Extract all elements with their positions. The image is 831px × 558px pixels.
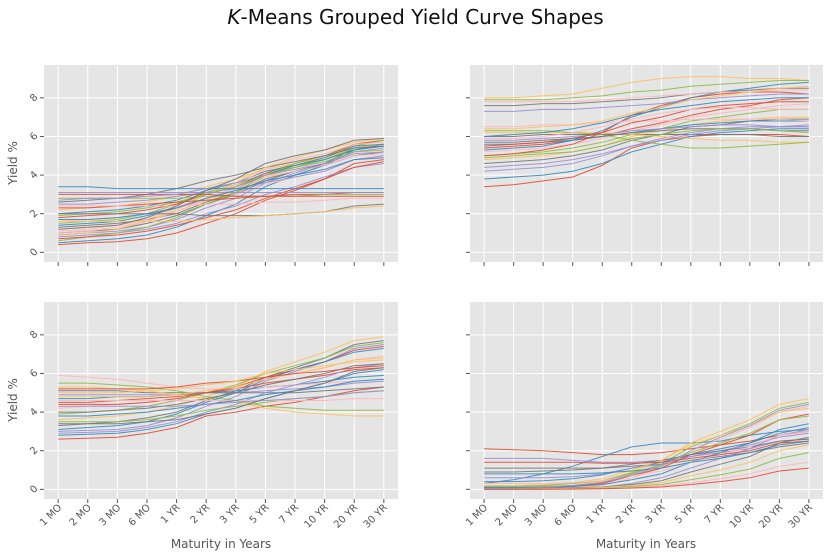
series-line — [58, 378, 384, 417]
xtick-label: 30 YR — [787, 502, 815, 530]
ylabel-top: Yield % — [6, 141, 20, 186]
ylabel-bottom: Yield % — [6, 378, 20, 423]
subplot-bottom-left: 0 2 4 6 8 1 MO 2 MO 3 MO 6 MO 1 YR 2 YR 3 YR 5 YR 7 Y… — [28, 302, 398, 531]
ytick-label: 8 — [28, 329, 40, 341]
series-line — [58, 386, 384, 394]
series-line — [484, 128, 809, 180]
series-line — [484, 126, 809, 168]
series-line — [484, 97, 809, 137]
series-line — [58, 161, 384, 240]
series-line — [484, 403, 809, 489]
series-line — [484, 440, 809, 464]
figure-title: K-Means Grouped Yield Curve Shapes — [227, 5, 603, 29]
xtick-label: 6 MO — [127, 502, 153, 528]
xtick-label: 5 YR — [248, 502, 272, 526]
series-line — [484, 87, 809, 107]
xtick-label: 7 YR — [703, 502, 727, 526]
series-line — [484, 124, 809, 141]
xtick-label: 1 MO — [464, 502, 490, 528]
series-line — [484, 432, 809, 479]
xtick-label: 3 YR — [218, 502, 242, 526]
series-line — [484, 430, 809, 456]
ytick-label: 6 — [28, 368, 40, 380]
xtick-label: 3 YR — [644, 502, 668, 526]
xtick-label: 1 MO — [38, 502, 64, 528]
series-line — [58, 347, 384, 430]
xtick-label: 20 YR — [332, 502, 360, 530]
series-line — [58, 357, 384, 398]
xtick-label: 20 YR — [757, 502, 785, 530]
series-line — [58, 398, 384, 401]
series-line — [484, 118, 809, 128]
ytick-label: 4 — [28, 406, 40, 418]
series-line — [58, 157, 384, 220]
series-line — [484, 101, 809, 147]
series-line — [58, 365, 384, 390]
series-line — [484, 107, 809, 139]
series-line — [484, 103, 809, 153]
xtick-label: 2 YR — [614, 502, 638, 526]
series-line — [58, 382, 384, 411]
xtick-label: 1 YR — [585, 502, 609, 526]
series-line — [484, 429, 809, 484]
xtick-label: 7 YR — [277, 502, 301, 526]
series-line — [58, 149, 384, 217]
title-italic: K — [227, 5, 242, 29]
series-line — [58, 137, 384, 230]
series-line — [58, 186, 384, 190]
ytick-label: 2 — [28, 445, 40, 457]
series-line — [484, 128, 809, 159]
series-line — [484, 467, 809, 490]
ytick-label: 0 — [28, 247, 40, 259]
xlabel-left: Maturity in Years — [171, 537, 271, 551]
series-line — [484, 76, 809, 99]
series-line — [484, 438, 809, 463]
series-line — [58, 205, 384, 222]
xtick-label: 2 MO — [494, 502, 520, 528]
subplot-top-left: 0 2 4 6 8 — [28, 65, 398, 266]
series-line — [484, 134, 809, 137]
series-line — [484, 97, 809, 149]
series-line — [58, 367, 384, 425]
series-line — [484, 440, 809, 475]
series-line — [484, 85, 809, 130]
xtick-label: 3 MO — [97, 502, 123, 528]
series-line — [58, 153, 384, 234]
xtick-label: 10 YR — [728, 502, 756, 530]
series-line — [484, 430, 809, 484]
series-line — [484, 80, 809, 101]
ytick-label: 8 — [28, 92, 40, 104]
series-line — [484, 130, 809, 149]
xtick-label: 5 YR — [673, 502, 697, 526]
xtick-label: 3 MO — [523, 502, 549, 528]
ytick-label: 2 — [28, 208, 40, 220]
title-rest: -Means Grouped Yield Curve Shapes — [241, 5, 604, 29]
subplot-bottom-right: 1 MO 2 MO 3 MO 6 MO 1 YR 2 YR 3 YR 5 YR 7 YR 10 Y… — [464, 302, 823, 531]
xtick-label: 2 YR — [189, 502, 213, 526]
series-line — [58, 151, 384, 201]
series-line — [58, 359, 384, 394]
series-line — [484, 93, 809, 112]
series-line — [58, 145, 384, 215]
series-line — [58, 390, 384, 407]
subplot-top-right — [466, 65, 823, 266]
xlabel-right: Maturity in Years — [596, 537, 696, 551]
series-line — [58, 197, 384, 207]
ytick-label: 0 — [28, 484, 40, 496]
ytick-label: 4 — [28, 169, 40, 181]
xtick-label: 2 MO — [68, 502, 94, 528]
xtick-label: 1 YR — [159, 502, 183, 526]
xtick-label: 6 MO — [553, 502, 579, 528]
series-line — [58, 193, 384, 197]
xtick-label: 10 YR — [302, 502, 330, 530]
ytick-label: 6 — [28, 131, 40, 143]
xtick-label: 30 YR — [362, 502, 390, 530]
series-line — [58, 363, 384, 413]
